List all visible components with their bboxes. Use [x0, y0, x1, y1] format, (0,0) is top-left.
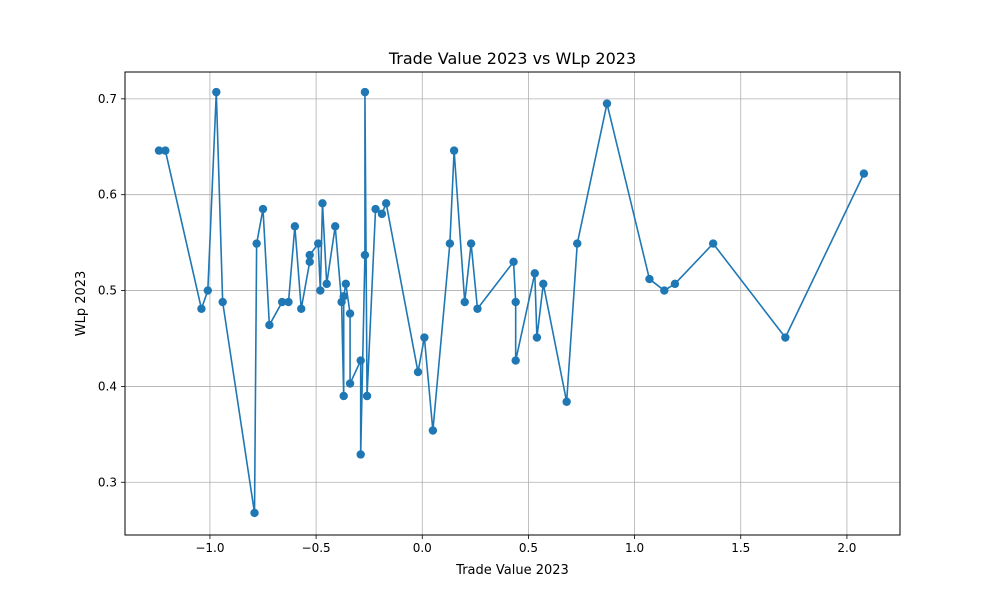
data-point	[339, 391, 348, 401]
data-point	[341, 279, 351, 289]
data-point	[314, 239, 323, 248]
data-point	[511, 356, 520, 365]
data-point	[377, 209, 387, 219]
x-tick-label: −1.0	[195, 541, 224, 555]
data-point	[197, 304, 206, 313]
data-point	[371, 204, 380, 214]
data-point	[660, 286, 669, 295]
data-point	[381, 199, 391, 208]
data-point	[250, 508, 259, 518]
x-axis-label: Trade Value 2023	[455, 563, 569, 578]
y-tick-label: 0.3	[98, 475, 117, 489]
x-tick-label: 2.0	[837, 541, 856, 555]
data-point	[252, 239, 261, 248]
data-series	[154, 87, 869, 518]
data-point	[297, 304, 306, 313]
series-line	[158, 91, 865, 514]
x-tick-label: 1.0	[625, 541, 644, 555]
data-point	[473, 304, 482, 313]
x-gridlines	[209, 72, 848, 535]
data-point	[290, 222, 300, 231]
data-point	[305, 250, 314, 260]
data-point	[449, 146, 459, 155]
data-point	[460, 297, 469, 307]
data-point	[466, 239, 476, 248]
data-point	[218, 297, 227, 307]
data-point	[345, 379, 355, 388]
data-point	[212, 87, 221, 97]
chart-title: Trade Value 2023 vs WLp 2023	[388, 49, 636, 68]
data-point	[339, 292, 348, 301]
data-point	[265, 320, 274, 330]
data-point	[602, 99, 612, 108]
data-point	[277, 297, 287, 307]
x-tick-label: 0.0	[413, 541, 432, 555]
data-point	[670, 279, 680, 289]
data-point	[356, 450, 365, 459]
data-point	[203, 286, 213, 295]
y-tick-label: 0.5	[98, 284, 117, 298]
data-point	[360, 87, 370, 97]
data-point	[322, 279, 331, 289]
data-point	[360, 250, 370, 260]
data-point	[445, 239, 455, 248]
data-point	[161, 146, 170, 155]
y-tick-label: 0.6	[98, 188, 117, 202]
data-point	[532, 333, 542, 342]
data-point	[154, 146, 164, 155]
x-axis-ticks: −1.0 −0.5 0.0 0.5 1.0 1.5 2.0	[195, 535, 856, 555]
x-tick-label: 0.5	[519, 541, 538, 555]
data-point	[331, 222, 340, 231]
data-point	[318, 199, 327, 208]
data-point	[356, 356, 365, 365]
x-tick-label: −0.5	[302, 541, 331, 555]
data-point	[420, 333, 429, 342]
data-point	[362, 391, 372, 401]
x-tick-label: 1.5	[731, 541, 750, 555]
data-point	[413, 367, 423, 377]
data-point	[859, 169, 869, 178]
data-point	[530, 269, 539, 278]
data-point	[562, 397, 571, 406]
data-point	[258, 204, 268, 214]
y-axis-label: WLp 2023	[74, 271, 89, 337]
data-point	[645, 274, 654, 284]
data-point	[345, 309, 355, 318]
data-point	[539, 279, 548, 289]
data-point	[509, 257, 518, 267]
y-axis-ticks: 0.3 0.4 0.5 0.6 0.7	[98, 92, 125, 489]
data-point	[781, 333, 790, 342]
data-point	[511, 297, 520, 307]
data-point	[316, 286, 325, 295]
data-point	[573, 239, 582, 248]
y-tick-label: 0.4	[98, 379, 117, 393]
data-point	[428, 426, 438, 435]
data-point	[284, 297, 293, 307]
y-tick-label: 0.7	[98, 92, 117, 106]
plot-frame	[124, 71, 901, 536]
data-point	[708, 239, 718, 248]
data-point	[305, 257, 314, 267]
